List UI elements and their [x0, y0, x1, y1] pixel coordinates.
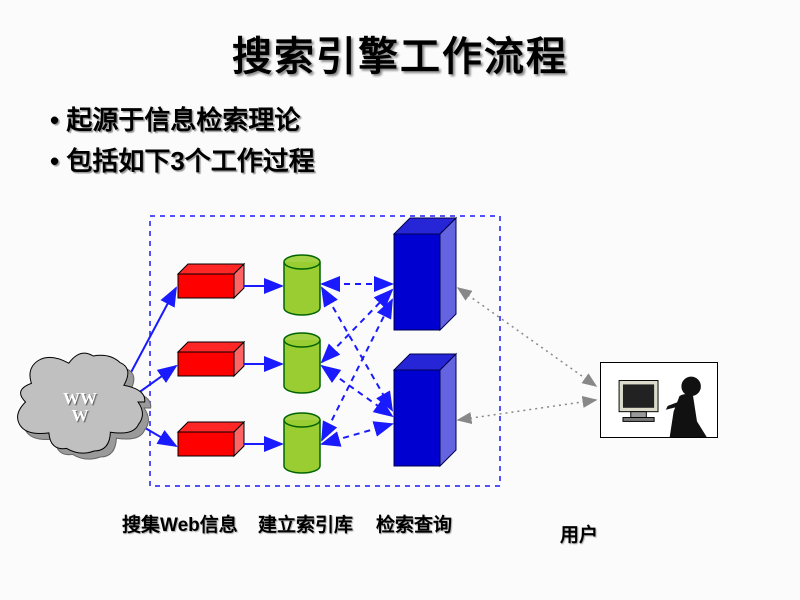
diagram-label: 检索查询	[376, 510, 452, 537]
diagram-label: 搜集Web信息	[122, 510, 238, 537]
bullet-list: 起源于信息检索理论 包括如下3个工作过程	[0, 100, 800, 178]
bullet-item: 包括如下3个工作过程	[50, 141, 800, 178]
bullet-item: 起源于信息检索理论	[50, 100, 800, 137]
diagram-label: 建立索引库	[258, 510, 353, 537]
user-image	[600, 362, 718, 438]
www-cloud: WWW	[12, 346, 158, 468]
diagram-label: 用户	[560, 520, 598, 547]
slide-title: 搜索引擎工作流程	[0, 0, 800, 82]
